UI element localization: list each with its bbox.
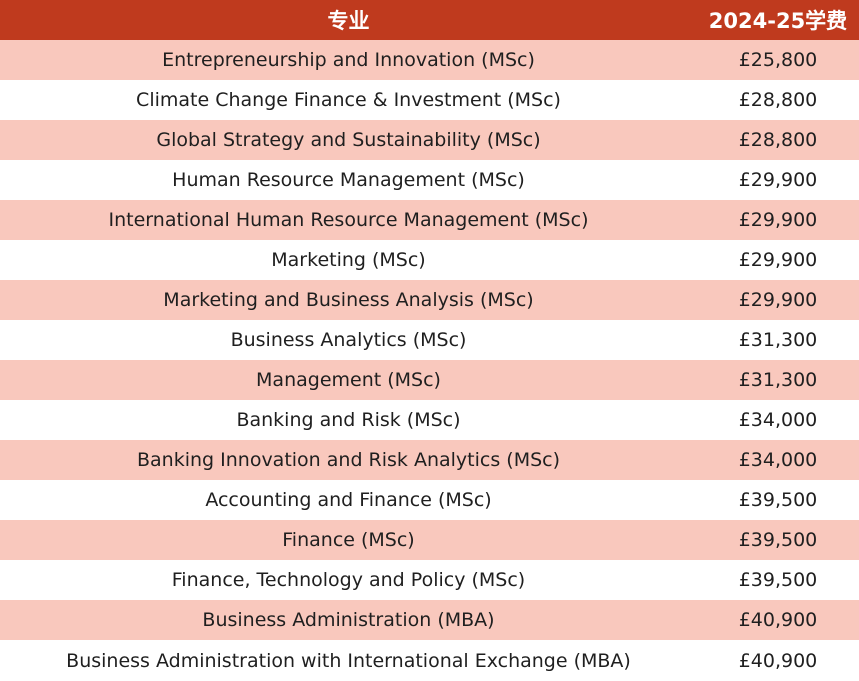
fee-cell: £29,900 — [738, 249, 818, 271]
fee-cell: £29,900 — [738, 169, 818, 191]
program-cell: Business Administration with Internation… — [66, 649, 631, 672]
fee-cell: £34,000 — [738, 409, 818, 431]
fee-cell: £40,900 — [738, 609, 818, 631]
fee-cell: £31,300 — [738, 369, 818, 391]
table-row: Business Administration (MBA) £40,900 — [0, 600, 859, 640]
table-row: Marketing (MSc) £29,900 — [0, 240, 859, 280]
program-cell: Finance (MSc) — [282, 529, 415, 551]
table-row: Global Strategy and Sustainability (MSc)… — [0, 120, 859, 160]
program-cell: Accounting and Finance (MSc) — [205, 489, 492, 511]
fee-cell: £39,500 — [738, 529, 818, 551]
fee-cell: £34,000 — [738, 449, 818, 471]
program-cell: Human Resource Management (MSc) — [172, 169, 525, 191]
program-cell: Banking Innovation and Risk Analytics (M… — [136, 449, 561, 471]
table-row: Human Resource Management (MSc) £29,900 — [0, 160, 859, 200]
table-row: International Human Resource Management … — [0, 200, 859, 240]
header-program: 专业 — [327, 9, 370, 33]
table-row: Management (MSc) £31,300 — [0, 360, 859, 400]
fee-cell: £40,900 — [738, 649, 818, 672]
program-cell: Finance, Technology and Policy (MSc) — [171, 569, 526, 591]
table-row: Entrepreneurship and Innovation (MSc) £2… — [0, 40, 859, 80]
fee-cell: £29,900 — [738, 209, 818, 231]
fee-cell: £31,300 — [738, 329, 818, 351]
fee-cell: £28,800 — [738, 89, 818, 111]
program-cell: Climate Change Finance & Investment (MSc… — [136, 89, 561, 111]
program-cell: Marketing (MSc) — [271, 249, 426, 271]
program-cell: International Human Resource Management … — [108, 209, 589, 231]
program-cell: Business Analytics (MSc) — [230, 329, 467, 351]
fee-cell: £28,800 — [738, 129, 818, 151]
fee-cell: £39,500 — [738, 489, 818, 511]
program-cell: Management (MSc) — [256, 369, 441, 391]
table-row: Finance (MSc) £39,500 — [0, 520, 859, 560]
table-header-row: 专业 2024-25学费 — [0, 0, 859, 40]
table-row: Banking and Risk (MSc) £34,000 — [0, 400, 859, 440]
header-fee: 2024-25学费 — [708, 9, 848, 33]
table-row: Banking Innovation and Risk Analytics (M… — [0, 440, 859, 480]
fee-cell: £25,800 — [738, 49, 818, 71]
table-row: Business Administration with Internation… — [0, 640, 859, 681]
table-row: Finance, Technology and Policy (MSc) £39… — [0, 560, 859, 600]
table-row: Business Analytics (MSc) £31,300 — [0, 320, 859, 360]
table-row: Accounting and Finance (MSc) £39,500 — [0, 480, 859, 520]
program-cell: Global Strategy and Sustainability (MSc) — [156, 129, 541, 151]
program-cell: Business Administration (MBA) — [202, 609, 495, 631]
fee-cell: £29,900 — [738, 289, 818, 311]
program-cell: Marketing and Business Analysis (MSc) — [163, 289, 534, 311]
program-cell: Banking and Risk (MSc) — [236, 409, 461, 431]
fee-cell: £39,500 — [738, 569, 818, 591]
table-row: Climate Change Finance & Investment (MSc… — [0, 80, 859, 120]
table-row: Marketing and Business Analysis (MSc) £2… — [0, 280, 859, 320]
program-cell: Entrepreneurship and Innovation (MSc) — [162, 49, 535, 71]
